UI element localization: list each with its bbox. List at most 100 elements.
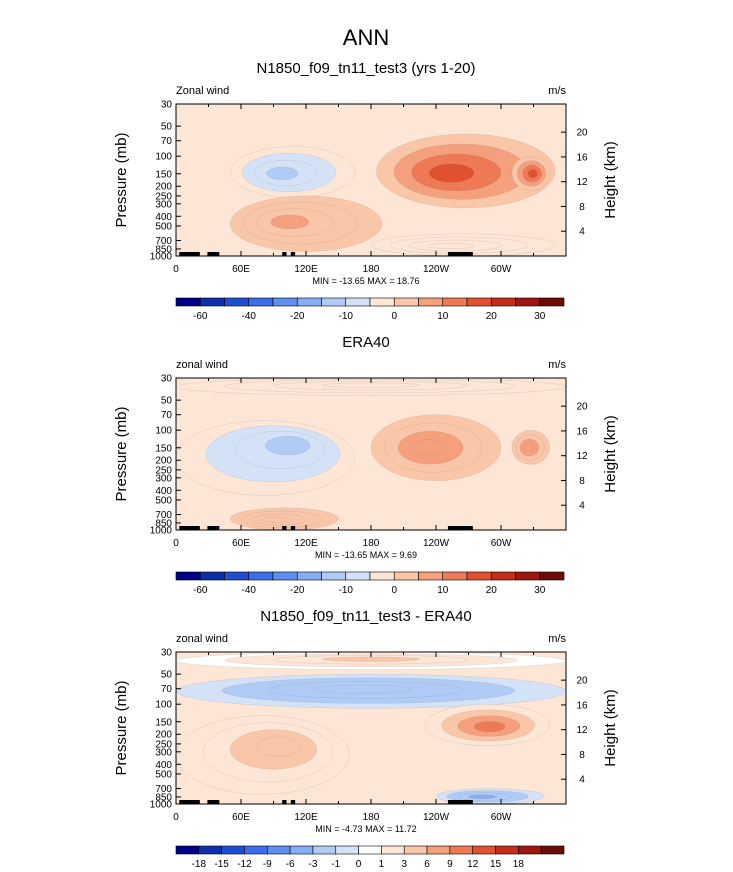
pressure-tick-label: 500 xyxy=(155,769,172,780)
colorbar-swatch xyxy=(369,571,395,581)
colorbar-swatch xyxy=(248,297,274,307)
colorbar-swatch xyxy=(312,845,337,855)
height-tick-label: 8 xyxy=(579,750,585,761)
colorbar-label: 12 xyxy=(467,859,479,870)
field-label: Zonal wind xyxy=(176,85,229,97)
colorbar-swatch xyxy=(393,571,419,581)
colorbar-label: 0 xyxy=(356,859,362,870)
pressure-tick-label: 30 xyxy=(161,374,173,385)
pressure-tick-label: 850 xyxy=(155,792,172,803)
contour-level xyxy=(473,721,506,733)
lon-tick-label: 120E xyxy=(294,538,318,549)
colorbar-swatch xyxy=(289,845,314,855)
lon-tick-label: 180 xyxy=(363,812,380,823)
field-label: zonal wind xyxy=(176,359,228,371)
topography-bar xyxy=(447,800,473,804)
panel-1: N1850_f09_tn11_test3 (yrs 1-20) Zonal win… xyxy=(113,60,619,322)
colorbar-label: 0 xyxy=(391,311,397,322)
pressure-tick-label: 250 xyxy=(155,465,172,476)
colorbar-swatch xyxy=(175,297,201,307)
pressure-tick-label: 250 xyxy=(155,191,172,202)
colorbar-swatch xyxy=(466,571,492,581)
colorbar-swatch xyxy=(515,571,541,581)
field-label: zonal wind xyxy=(176,633,228,645)
height-tick-label: 8 xyxy=(579,476,585,487)
contour-field xyxy=(176,378,566,530)
pressure-tick-label: 150 xyxy=(155,169,172,180)
colorbar-swatch xyxy=(199,297,225,307)
contour-level xyxy=(427,242,475,249)
topography-bar xyxy=(179,252,200,256)
topography-bar xyxy=(207,252,220,256)
pressure-tick-label: 700 xyxy=(155,784,172,795)
topography-bar xyxy=(179,800,200,804)
contour-feature-4 xyxy=(511,429,551,465)
colorbar-swatch xyxy=(540,845,565,855)
colorbar-swatch xyxy=(539,571,565,581)
pressure-tick-label: 500 xyxy=(155,495,172,506)
lon-tick-label: 120W xyxy=(423,264,450,275)
colorbar-swatch xyxy=(490,297,516,307)
colorbar-swatch xyxy=(369,297,395,307)
colorbar-swatch xyxy=(495,845,519,855)
pressure-tick-label: 100 xyxy=(155,426,172,437)
colorbar-swatch xyxy=(266,845,291,855)
colorbar-swatch xyxy=(272,571,298,581)
colorbar-swatch xyxy=(296,571,322,581)
colorbar-swatch xyxy=(418,297,444,307)
colorbar-label: -20 xyxy=(290,585,305,596)
panel-3: N1850_f09_tn11_test3 - ERA40 zonal wind m/… xyxy=(113,608,619,870)
pressure-tick-label: 200 xyxy=(155,182,172,193)
colorbar-label: 6 xyxy=(424,859,430,870)
topography-bar xyxy=(290,526,296,530)
colorbar-label: -3 xyxy=(308,859,317,870)
colorbar-label: 30 xyxy=(534,585,546,596)
pressure-tick-label: 400 xyxy=(155,486,172,497)
contour-level xyxy=(523,443,534,453)
pressure-tick-label: 250 xyxy=(155,739,172,750)
colorbar-label: 20 xyxy=(486,585,498,596)
pressure-tick-label: 200 xyxy=(155,730,172,741)
pressure-tick-label: 100 xyxy=(155,700,172,711)
height-tick-label: 12 xyxy=(576,177,588,188)
pressure-tick-label: 70 xyxy=(161,136,173,147)
pressure-tick-label: 200 xyxy=(155,456,172,467)
lon-tick-label: 120W xyxy=(423,812,450,823)
colorbar-swatch xyxy=(224,297,250,307)
contour-level xyxy=(262,516,291,523)
colorbar-label: -10 xyxy=(339,585,354,596)
panel-title: N1850_f09_tn11_test3 (yrs 1-20) xyxy=(256,60,475,77)
colorbar-swatch xyxy=(381,845,405,855)
colorbar-swatch xyxy=(221,845,245,855)
y-axis-label: Pressure (mb) xyxy=(113,680,130,775)
contour-feature-1 xyxy=(176,652,566,670)
height-tick-label: 12 xyxy=(576,725,588,736)
topography-bar xyxy=(282,252,287,256)
y-right-axis-label: Height (km) xyxy=(602,415,619,493)
topography-bar xyxy=(207,800,220,804)
lon-tick-label: 120E xyxy=(294,264,318,275)
pressure-tick-label: 300 xyxy=(155,747,172,758)
colorbar-label: -1 xyxy=(331,859,340,870)
colorbar-label: 15 xyxy=(490,859,502,870)
contour-feature-4 xyxy=(229,195,383,252)
topography-bar xyxy=(179,526,200,530)
height-tick-label: 20 xyxy=(576,676,588,687)
pressure-tick-label: 30 xyxy=(161,648,173,659)
contour-level xyxy=(266,166,299,180)
pressure-tick-label: 700 xyxy=(155,236,172,247)
lon-tick-label: 0 xyxy=(173,264,179,275)
pressure-tick-label: 1000 xyxy=(150,252,173,263)
colorbar-label: 3 xyxy=(401,859,407,870)
topography-bar xyxy=(447,526,473,530)
pressure-tick-label: 850 xyxy=(155,244,172,255)
colorbar-swatch xyxy=(224,571,250,581)
colorbar: -60 -40 -20 -10 0 10 20 30 xyxy=(175,297,565,322)
height-tick-label: 16 xyxy=(576,700,588,711)
min-max-label: MIN = -13.65 MAX = 18.76 xyxy=(312,276,419,286)
lon-tick-label: 60W xyxy=(491,812,512,823)
colorbar-swatch xyxy=(539,297,565,307)
colorbar-swatch xyxy=(335,845,359,855)
colorbar-swatch xyxy=(418,571,444,581)
colorbar: -60 -40 -20 -10 0 10 20 30 xyxy=(175,571,565,596)
